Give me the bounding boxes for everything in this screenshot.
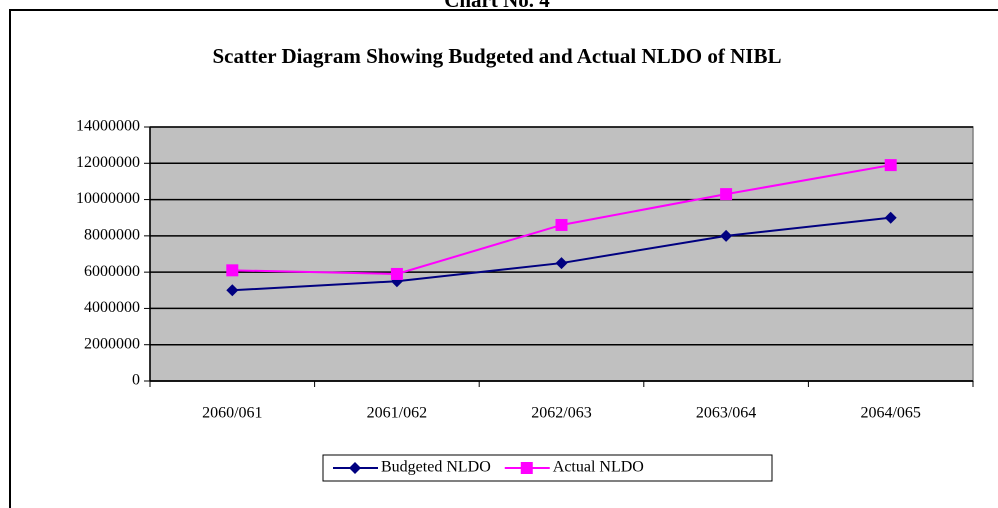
legend-label: Budgeted NLDO xyxy=(381,459,491,476)
y-tick-label: 4000000 xyxy=(84,299,140,316)
marker xyxy=(520,462,533,474)
x-tick-label: 2063/064 xyxy=(696,405,756,422)
marker xyxy=(390,267,403,280)
marker xyxy=(720,188,733,201)
y-tick-label: 8000000 xyxy=(84,227,140,244)
legend: Budgeted NLDO Actual NLDO xyxy=(322,454,773,482)
marker xyxy=(349,462,361,474)
x-tick-label: 2060/061 xyxy=(202,405,262,422)
plot-area xyxy=(149,126,974,382)
x-tick-label: 2061/062 xyxy=(367,405,427,422)
marker xyxy=(226,264,239,277)
y-tick-label: 6000000 xyxy=(84,263,140,280)
x-tick-label: 2062/063 xyxy=(531,405,591,422)
y-tick-label: 14000000 xyxy=(76,118,140,135)
marker xyxy=(555,257,568,270)
marker xyxy=(884,159,897,172)
y-tick-label: 2000000 xyxy=(84,335,140,352)
marker xyxy=(226,284,239,297)
y-tick-label: 10000000 xyxy=(76,190,140,207)
marker xyxy=(720,229,733,242)
x-tick-label: 2064/065 xyxy=(860,405,920,422)
marker xyxy=(555,218,568,231)
y-tick-label: 0 xyxy=(132,372,140,389)
chart-caption: Chart No. 4 xyxy=(444,0,550,12)
y-tick-label: 12000000 xyxy=(76,154,140,171)
marker xyxy=(884,211,897,224)
legend-label: Actual NLDO xyxy=(553,459,644,476)
chart-title: Scatter Diagram Showing Budgeted and Act… xyxy=(213,44,782,68)
